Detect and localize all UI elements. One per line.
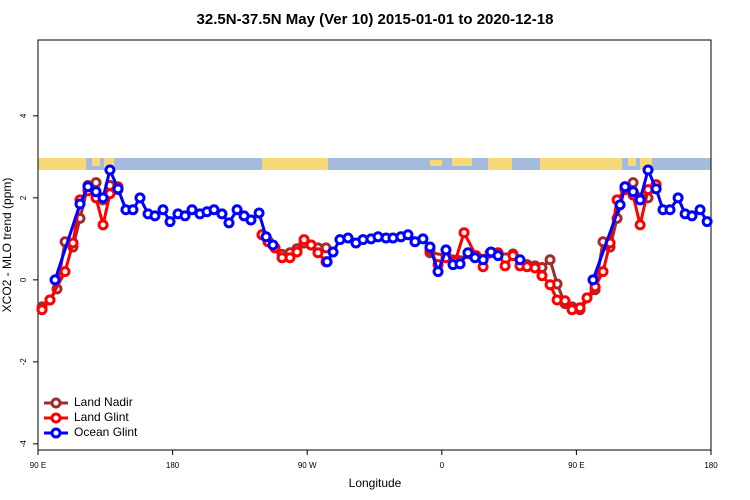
data-point xyxy=(208,204,220,216)
data-point xyxy=(284,252,296,264)
data-point xyxy=(634,194,646,206)
data-point xyxy=(312,247,324,259)
data-point xyxy=(619,181,631,193)
data-point xyxy=(574,302,586,314)
data-point xyxy=(694,204,706,216)
data-point xyxy=(298,234,310,246)
data-point xyxy=(642,164,654,176)
land-ocean-strip xyxy=(38,158,711,170)
x-tick-label: 180 xyxy=(166,461,180,470)
data-point xyxy=(417,233,429,245)
data-point xyxy=(97,219,109,231)
chart-title: 32.5N-37.5N May (Ver 10) 2015-01-01 to 2… xyxy=(197,11,554,28)
data-point xyxy=(134,192,146,204)
x-tick-label: 90 W xyxy=(298,461,317,470)
legend-marker xyxy=(50,427,62,439)
data-point xyxy=(112,183,124,195)
data-point xyxy=(149,210,161,222)
data-point xyxy=(59,266,71,278)
plot-frame xyxy=(37,39,712,451)
data-point xyxy=(223,217,235,229)
data-point xyxy=(432,266,444,278)
data-point xyxy=(499,260,511,272)
x-tick-label: 0 xyxy=(440,461,445,470)
x-tick-label: 90 E xyxy=(30,461,46,470)
data-point xyxy=(634,219,646,231)
y-axis-label: XCO2 - MLO trend (ppm) xyxy=(0,178,14,313)
data-point xyxy=(529,262,541,274)
data-point xyxy=(97,192,109,204)
data-point xyxy=(327,246,339,258)
y-tick-label: 4 xyxy=(19,113,28,118)
data-point xyxy=(216,208,228,220)
data-point xyxy=(186,204,198,216)
data-point xyxy=(597,266,609,278)
data-point xyxy=(231,204,243,216)
data-point xyxy=(127,204,139,216)
data-point xyxy=(245,214,257,226)
data-point xyxy=(291,246,303,258)
data-point xyxy=(650,183,662,195)
series-line xyxy=(41,180,658,312)
data-point xyxy=(342,232,354,244)
data-point xyxy=(44,294,56,306)
data-point xyxy=(157,204,169,216)
x-tick-label: 180 xyxy=(704,461,718,470)
data-point xyxy=(514,254,526,266)
data-point xyxy=(74,198,86,210)
legend-marker xyxy=(50,397,62,409)
data-point xyxy=(67,237,79,249)
data-point xyxy=(627,186,639,198)
data-point xyxy=(82,181,94,193)
data-point xyxy=(90,186,102,198)
data-point xyxy=(179,210,191,222)
x-tick-label: 90 E xyxy=(568,461,584,470)
legend-label: Land Nadir xyxy=(74,395,133,409)
data-point xyxy=(36,304,48,316)
y-tick-label: 0 xyxy=(19,277,28,282)
data-point xyxy=(581,292,593,304)
y-tick-label: -2 xyxy=(19,358,28,366)
data-point xyxy=(267,239,279,251)
series-line xyxy=(53,165,709,281)
data-point xyxy=(424,241,436,253)
data-point xyxy=(701,216,713,228)
data-point xyxy=(614,199,626,211)
data-point xyxy=(587,274,599,286)
data-point xyxy=(672,192,684,204)
legend-label: Land Glint xyxy=(74,410,129,424)
data-point xyxy=(402,229,414,241)
data-point xyxy=(321,256,333,268)
data-point xyxy=(260,231,272,243)
data-point xyxy=(454,258,466,270)
data-point xyxy=(49,274,61,286)
data-point xyxy=(536,270,548,282)
data-point xyxy=(440,244,452,256)
data-point xyxy=(544,279,556,291)
legend-label: Ocean Glint xyxy=(74,425,138,439)
x-axis-label: Longitude xyxy=(349,476,402,490)
data-point xyxy=(492,250,504,262)
data-point xyxy=(477,254,489,266)
y-tick-label: 2 xyxy=(19,195,28,200)
series-line xyxy=(40,183,657,312)
data-point xyxy=(686,210,698,222)
data-point xyxy=(305,239,317,251)
y-tick-label: -4 xyxy=(19,440,28,448)
data-point xyxy=(164,216,176,228)
data-point xyxy=(253,207,265,219)
legend-marker xyxy=(50,412,62,424)
data-point xyxy=(104,164,116,176)
data-point xyxy=(559,295,571,307)
data-point xyxy=(664,204,676,216)
data-point xyxy=(544,254,556,266)
data-point xyxy=(462,247,474,259)
data-point xyxy=(458,227,470,239)
